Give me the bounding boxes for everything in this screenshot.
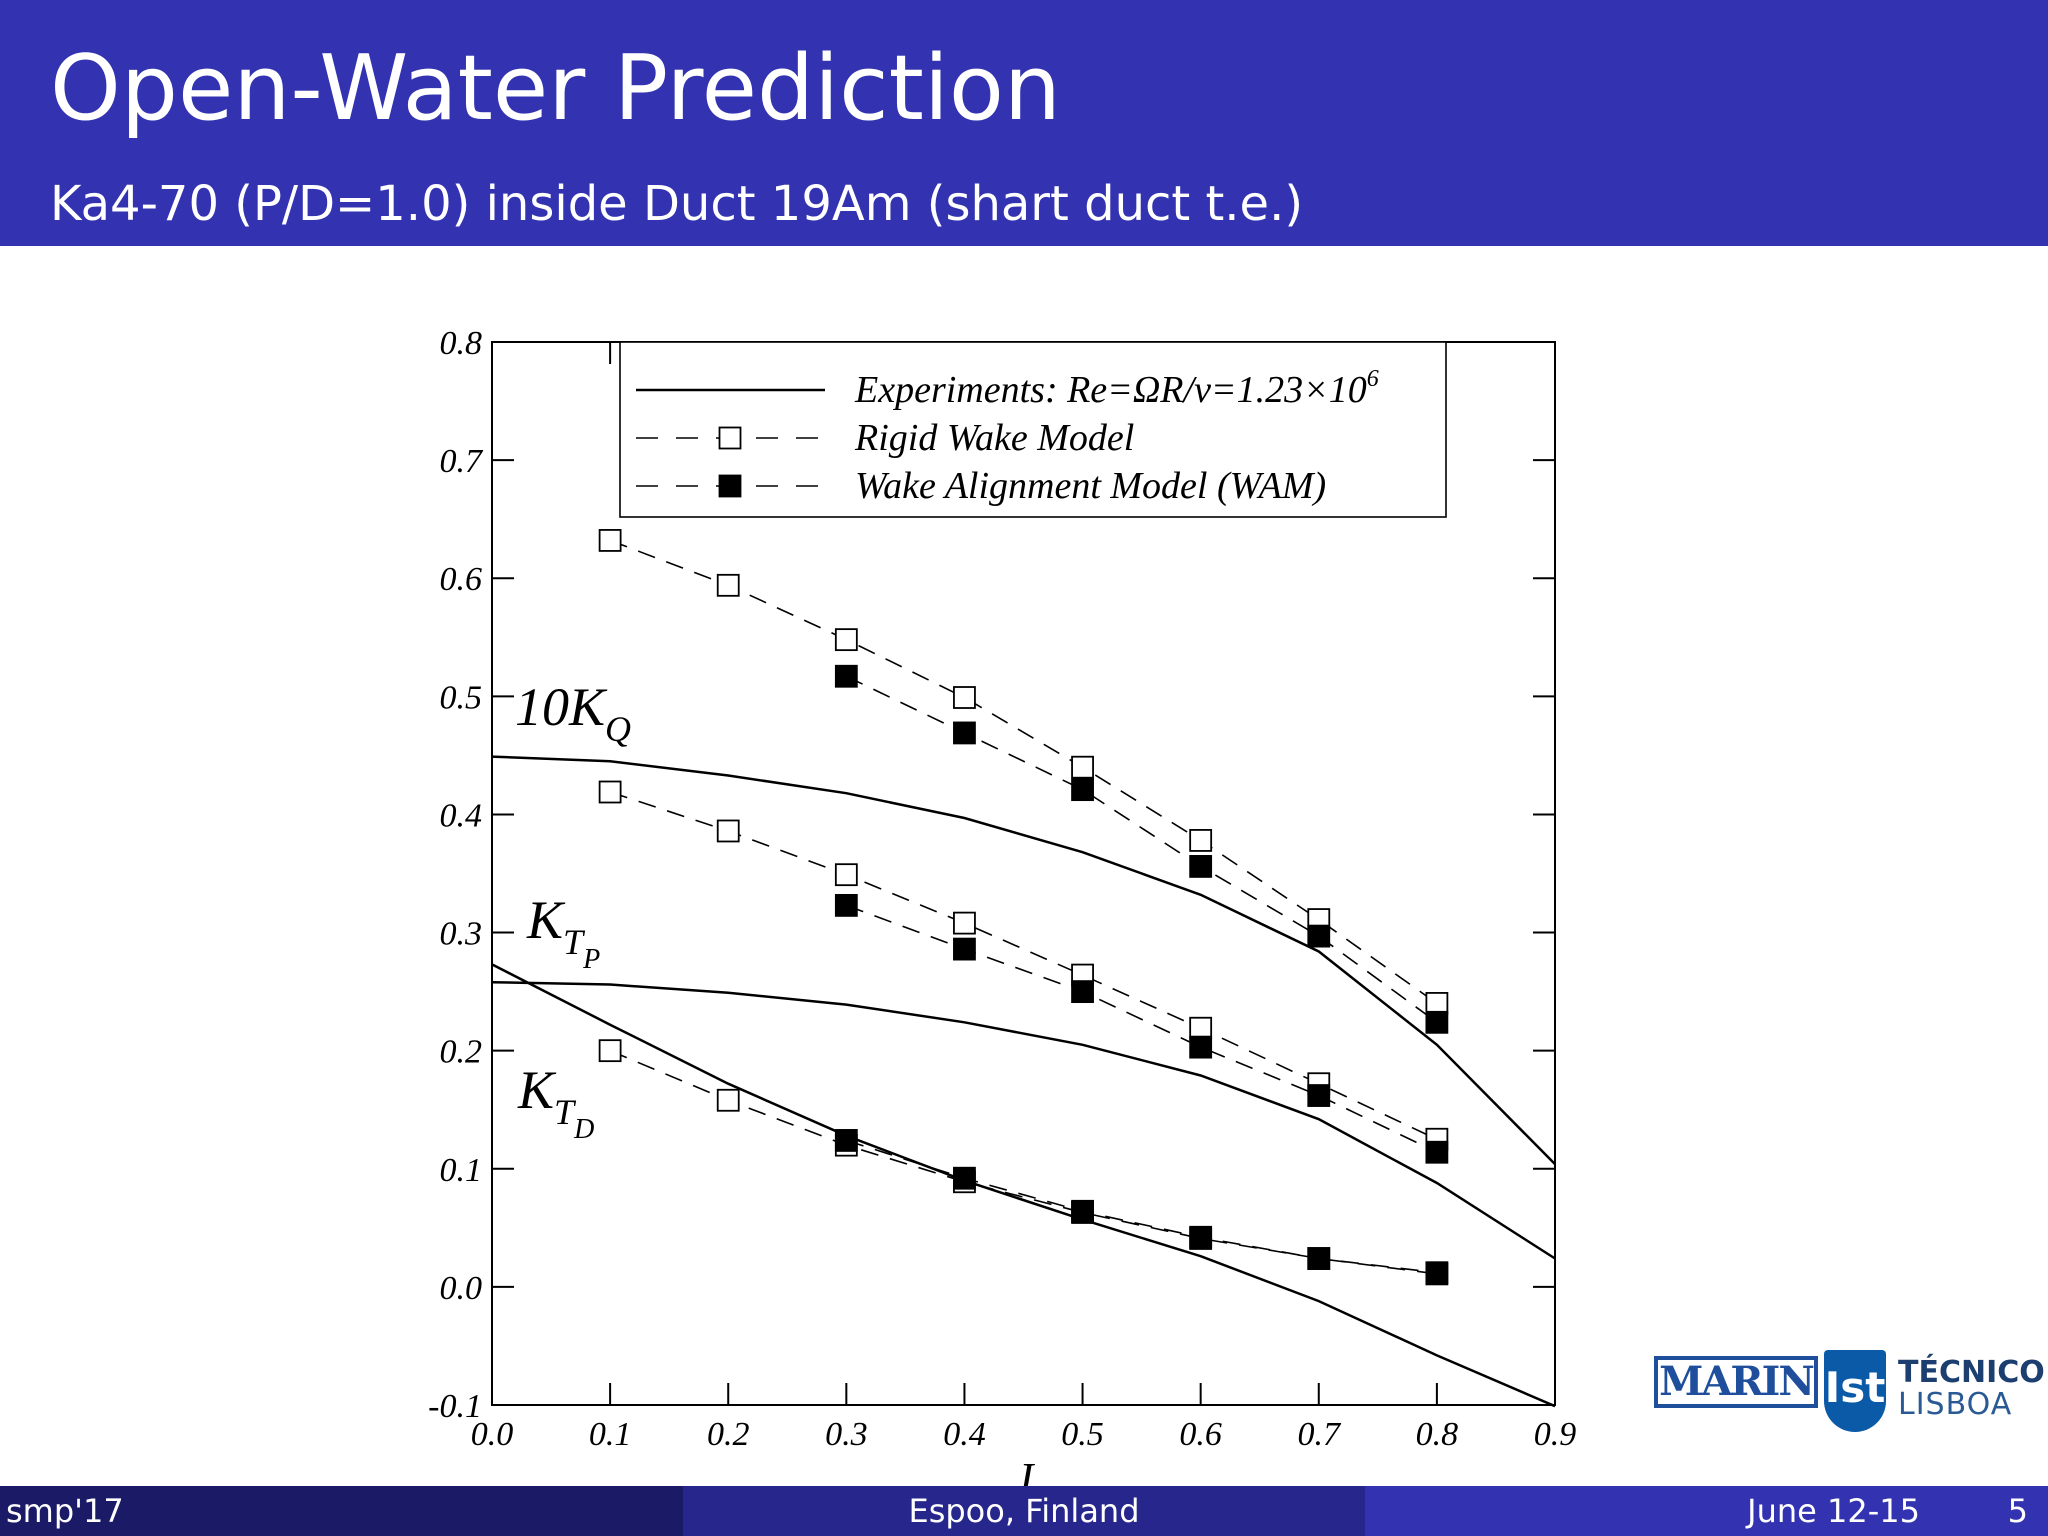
data-point-KTD-wake_alignment [834,1129,858,1152]
x-tick-label: 0.4 [943,1416,986,1453]
data-point-KTP-rigid_wake [1189,1016,1213,1040]
data-point-KTD-wake_alignment [1189,1225,1213,1249]
data-point-10KQ-wake_alignment [1189,855,1213,878]
y-tick-label: 0.5 [440,679,483,716]
data-point-KTD-rigid_wake [716,1088,740,1112]
series-line-10KQ-experiments [491,755,1556,1165]
marin-logo: MARIN [1654,1356,1818,1408]
x-tick-label: 0.6 [1179,1416,1222,1453]
curve-label: 10KQ [515,677,631,749]
slide-footer: smp'17 Espoo, Finland June 12-15 5 [0,1486,2048,1536]
series-line-KTD-wake_alignment [846,1139,1437,1274]
data-point-10KQ-wake_alignment [1307,924,1331,948]
ist-shield-logo: Ist [1824,1350,1886,1432]
footer-right: June 12-15 5 [1365,1486,2048,1536]
data-point-KTD-wake_alignment [953,1166,976,1190]
x-tick-label: 0.2 [707,1416,750,1453]
x-tick-label: 0.7 [1298,1416,1343,1453]
data-point-10KQ-rigid_wake [1071,755,1094,779]
x-tick-label: 0.9 [1534,1416,1577,1453]
data-point-KTP-rigid_wake [834,863,858,887]
data-point-10KQ-wake_alignment [1425,1010,1449,1034]
x-tick-label: 0.1 [589,1416,632,1453]
legend-entry-label: Wake Alignment Model (WAM) [855,465,1326,507]
y-tick-label: 0.8 [440,325,483,362]
series-line-KTP-experiments [491,980,1556,1260]
data-point-KTD-wake_alignment [1307,1247,1331,1270]
data-point-10KQ-rigid_wake [716,573,740,597]
tecnico-lisboa-logo: TÉCNICO LISBOA [1898,1358,2045,1420]
legend-marker-dashed-open-square [718,426,742,450]
logo-area: MARIN Ist TÉCNICO LISBOA [1650,1346,2045,1436]
data-point-KTP-wake_alignment [1425,1140,1449,1164]
data-point-KTD-wake_alignment [1071,1199,1094,1223]
data-point-10KQ-rigid_wake [953,686,976,709]
y-tick-label: 0.1 [440,1152,483,1189]
y-tick-label: 0.6 [440,561,483,598]
tecnico-label: TÉCNICO [1898,1355,2045,1390]
y-tick-label: 0.4 [440,797,483,834]
data-point-KTP-wake_alignment [1189,1035,1213,1059]
y-tick-label: 0.3 [440,916,483,953]
data-point-10KQ-wake_alignment [953,721,976,745]
slide-subtitle: Ka4-70 (P/D=1.0) inside Duct 19Am (shart… [50,176,1304,232]
data-point-KTD-wake_alignment [1425,1261,1449,1285]
open-water-chart: 0.0 0.1 0.2 0.3 0.4 0.5 0.6 0.7 0.8 0.9-0.10.00.1… [428,325,1577,1486]
series-line-KTP-wake_alignment [846,904,1438,1153]
series-line-10KQ-wake_alignment [845,675,1438,1023]
lisboa-label: LISBOA [1898,1387,2013,1422]
y-tick-label: 0.7 [440,443,485,480]
data-point-10KQ-rigid_wake [1189,829,1213,852]
y-tick-label: -0.1 [428,1388,482,1425]
x-tick-label: 0.8 [1416,1416,1459,1453]
x-tick-label: 0.3 [825,1416,868,1453]
legend-box [619,341,1447,518]
data-point-10KQ-wake_alignment [834,664,858,688]
data-point-KTP-wake_alignment [834,893,858,917]
curve-label: KTP [526,890,600,975]
data-point-10KQ-wake_alignment [1071,778,1094,802]
x-axis-label: J [1014,1454,1036,1486]
data-point-KTP-wake_alignment [1307,1084,1331,1107]
x-tick-label: 0.5 [1061,1416,1104,1453]
slide-header: Open-Water Prediction Ka4-70 (P/D=1.0) i… [0,0,2048,246]
data-point-KTP-rigid_wake [716,819,740,843]
series-line-KTD-experiments [491,963,1556,1408]
footer-left: smp'17 [0,1486,683,1536]
data-point-10KQ-rigid_wake [834,628,858,652]
legend-entry-label: Rigid Wake Model [854,417,1134,459]
legend-marker-dashed-filled-square [718,474,742,498]
slide-title: Open-Water Prediction [50,36,1061,141]
data-point-KTP-rigid_wake [598,780,622,804]
data-point-KTD-rigid_wake [598,1039,622,1063]
footer-conference: smp'17 [6,1492,124,1530]
data-point-10KQ-rigid_wake [598,529,622,552]
data-point-KTP-wake_alignment [953,937,976,961]
page-number: 5 [2007,1492,2028,1530]
data-point-KTP-wake_alignment [1071,980,1094,1004]
x-tick-label: 0.0 [471,1416,514,1453]
footer-location: Espoo, Finland [683,1486,1365,1536]
data-point-10KQ-rigid_wake [1425,992,1449,1015]
legend-entry-label: Experiments: Re=ΩR/ν=1.23×106 [854,366,1379,411]
footer-date: June 12-15 [1747,1492,1920,1530]
curve-label: KTD [517,1060,594,1145]
series-line-10KQ-rigid_wake [609,539,1438,1005]
y-tick-label: 0.0 [440,1270,483,1307]
y-tick-label: 0.2 [440,1034,483,1071]
data-point-KTP-rigid_wake [953,911,976,935]
